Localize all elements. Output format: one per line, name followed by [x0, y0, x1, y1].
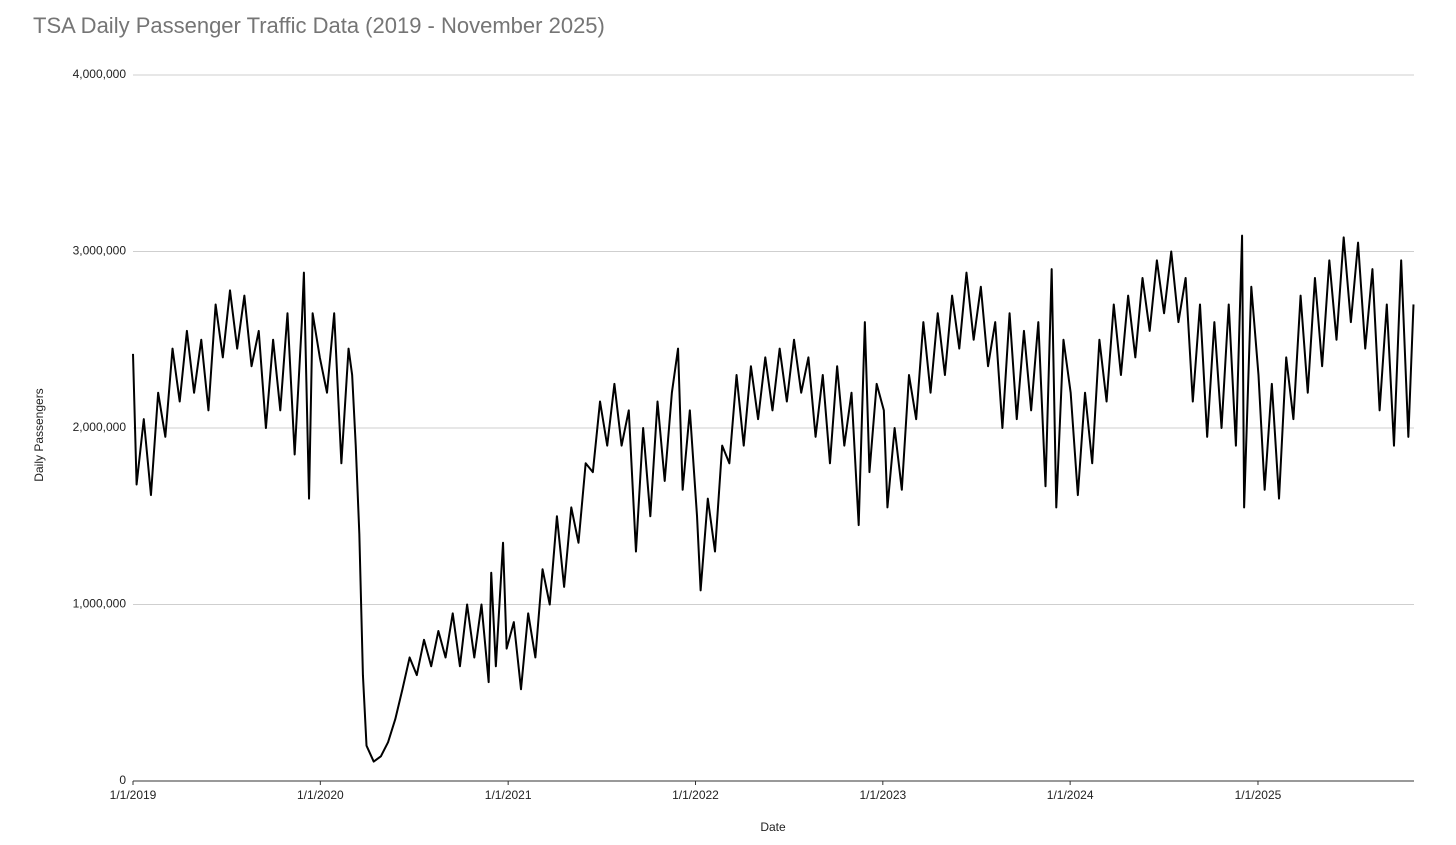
- chart-title: TSA Daily Passenger Traffic Data (2019 -…: [33, 13, 605, 38]
- y-tick-label: 1,000,000: [73, 597, 127, 611]
- y-tick-label: 0: [119, 773, 126, 787]
- x-tick-label: 1/1/2019: [110, 788, 157, 802]
- x-tick-label: 1/1/2023: [859, 788, 906, 802]
- x-tick-label: 1/1/2020: [297, 788, 344, 802]
- x-tick-label: 1/1/2021: [485, 788, 532, 802]
- y-tick-label: 2,000,000: [73, 420, 127, 434]
- data-line: [132, 234, 1415, 763]
- y-tick-label: 4,000,000: [73, 67, 127, 81]
- x-tick-label: 1/1/2025: [1235, 788, 1282, 802]
- x-axis-label: Date: [760, 820, 786, 834]
- x-tick-label: 1/1/2022: [672, 788, 719, 802]
- x-tick-label: 1/1/2024: [1047, 788, 1094, 802]
- y-axis-label: Daily Passengers: [32, 388, 46, 481]
- y-tick-label: 3,000,000: [73, 244, 127, 258]
